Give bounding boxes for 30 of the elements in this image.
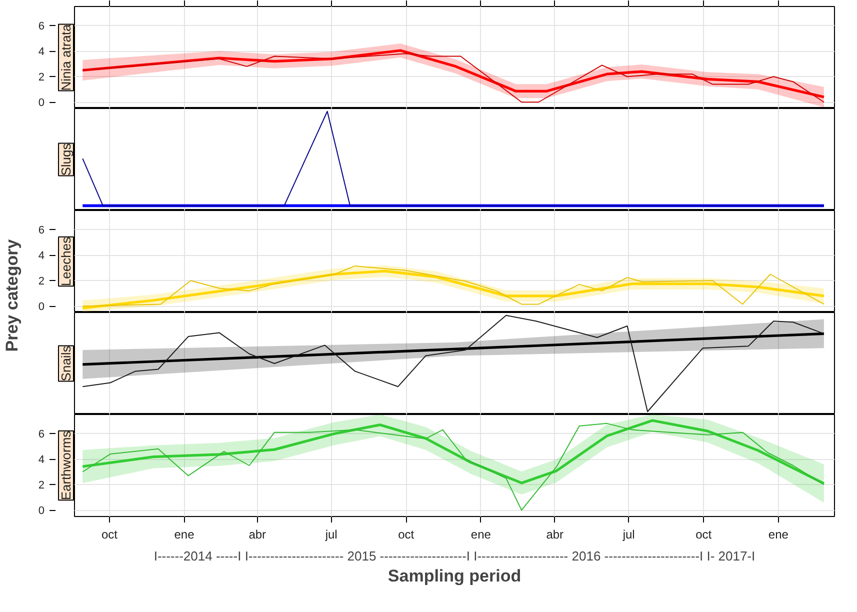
text: Snails bbox=[58, 345, 74, 382]
text: Slugs bbox=[58, 142, 74, 176]
x-tick-label: abr bbox=[546, 528, 564, 542]
y-tick-label: 4 bbox=[38, 46, 45, 58]
x-tick-label: jul bbox=[622, 528, 635, 542]
y-tick-label: 2 bbox=[38, 72, 45, 84]
y-tick-label: 4 bbox=[38, 454, 45, 466]
x-tick-label: ene bbox=[768, 528, 789, 542]
y-tick-label: 6 bbox=[38, 428, 45, 441]
y-tick-label: 6 bbox=[38, 20, 45, 33]
y-axis-title: Prey category bbox=[2, 238, 22, 352]
y-tick-label: 0 bbox=[38, 97, 45, 110]
y-tick-label: 2 bbox=[38, 276, 45, 288]
text: Earthworms bbox=[58, 430, 74, 500]
y-tick-label: 0 bbox=[38, 505, 45, 518]
text: Ninia atrata bbox=[58, 23, 74, 91]
x-tick-label: ene bbox=[174, 528, 195, 542]
y-tick-label: 6 bbox=[38, 224, 45, 237]
x-tick-label: jul bbox=[324, 528, 338, 542]
y-tick-label: 4 bbox=[38, 250, 45, 262]
y-tick-label: 0 bbox=[38, 301, 45, 314]
text: I------2014 -----I I---------------------- 2015 --------------------I I--------------------- 2016 ----------------------I I- 2017-I bbox=[154, 548, 756, 564]
x-tick-label: ene bbox=[470, 528, 492, 542]
x-tick-label: oct bbox=[398, 528, 415, 542]
text: Leeches bbox=[58, 236, 74, 286]
x-tick-label: abr bbox=[248, 528, 266, 542]
y-tick-label: 2 bbox=[38, 480, 45, 492]
x-tick-label: oct bbox=[696, 528, 712, 542]
x-tick-label: oct bbox=[101, 528, 118, 542]
x-axis-title: Sampling period bbox=[388, 566, 522, 586]
